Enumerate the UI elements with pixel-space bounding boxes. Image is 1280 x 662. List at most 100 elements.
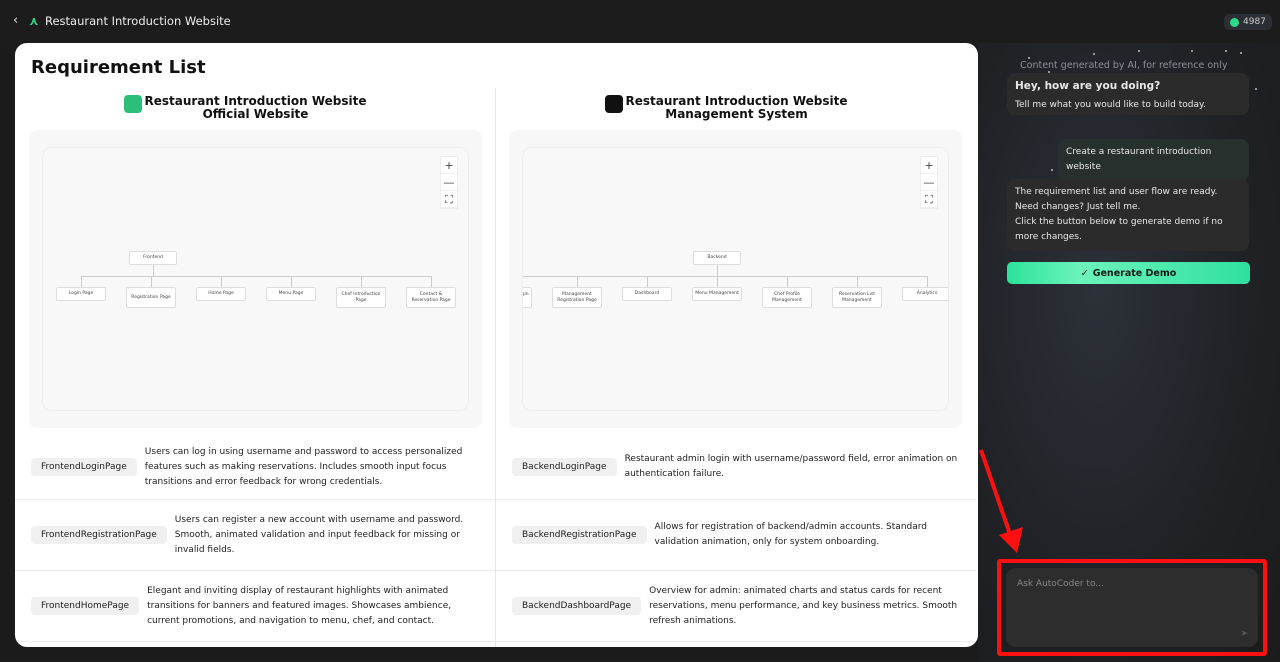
requirement-card: Requirement List Restaurant Introduction… (15, 43, 978, 647)
star-decoration (1093, 53, 1095, 55)
zoom-in-button[interactable]: + (441, 157, 457, 174)
star-decoration (1240, 52, 1242, 54)
star-decoration (1028, 57, 1030, 59)
connector-line (431, 276, 432, 287)
column-title-line2: Management System (665, 107, 808, 121)
requirement-tag: FrontendHomePage (31, 597, 140, 615)
user-message: Create a restaurant introduction website (1058, 139, 1249, 181)
requirement-tag: BackendDashboardPage (512, 597, 642, 615)
app-logo-icon: ⋏ (29, 14, 39, 28)
diagram-child-node[interactable]: Contact & Reservation Page (406, 287, 456, 308)
requirement-row: BackendDashboardPage Overview for admin: … (496, 571, 976, 642)
connector-line (291, 276, 292, 287)
requirement-description: Allows for registration of backend/admin… (654, 522, 928, 547)
requirement-row: BackendRegistrationPage Allows for regist… (496, 500, 976, 571)
backend-diagram-panel: + — ⛶ Backend Management Login Page Manage… (509, 130, 962, 428)
fit-view-button[interactable]: ⛶ (441, 191, 457, 208)
connector-line (361, 276, 362, 287)
diagram-child-node[interactable]: Chef Introduction Page (336, 287, 386, 308)
diagram-child-node[interactable]: Analytics (902, 287, 948, 301)
requirement-description: Users can register a new account with us… (174, 514, 464, 555)
connector-line (577, 276, 578, 287)
connector-line (717, 265, 718, 276)
diagram-child-node[interactable]: Dashboard (622, 287, 672, 301)
requirement-tag: BackendRegistrationPage (512, 526, 647, 544)
diagram-child-node[interactable]: Chef Profile Management (762, 287, 812, 308)
zoom-out-button[interactable]: — (441, 174, 457, 191)
requirement-row: BackendLoginPage Restaurant admin login w… (496, 435, 976, 500)
column-title-line1: Restaurant Introduction Website (625, 94, 848, 108)
generate-demo-label: Generate Demo (1092, 267, 1177, 279)
top-bar: ‹ ⋏ Restaurant Introduction Website 4987 (0, 0, 1280, 43)
credits-badge[interactable]: 4987 (1224, 14, 1272, 30)
project-title: Restaurant Introduction Website (45, 14, 231, 28)
requirement-tag: FrontendRegistrationPage (31, 526, 167, 544)
frontend-column-title: Restaurant Introduction Website Official… (15, 95, 496, 121)
requirement-description: Users can log in using username and pass… (144, 446, 463, 487)
requirement-description: Overview for admin: animated charts and … (649, 585, 958, 626)
check-circle-icon: ✓ (1080, 267, 1089, 279)
star-decoration (1191, 50, 1193, 52)
connector-line (153, 265, 154, 276)
assistant-message: The requirement list and user flow are r… (1007, 179, 1249, 251)
requirement-row: FrontendHomePage Elegant and inviting dis… (15, 571, 495, 642)
send-icon[interactable]: ➤ (1240, 629, 1248, 639)
connector-line (647, 276, 648, 287)
credits-count: 4987 (1243, 17, 1266, 27)
generate-demo-button[interactable]: ✓ Generate Demo (1007, 262, 1250, 284)
diagram-child-node[interactable]: Registration Page (126, 287, 176, 308)
connector-line (221, 276, 222, 287)
star-decoration (1138, 50, 1140, 52)
backend-diagram-canvas[interactable]: + — ⛶ Backend Management Login Page Manage… (522, 147, 949, 411)
requirement-description: Restaurant admin login with username/pas… (624, 454, 958, 479)
annotation-arrow-icon (979, 449, 1023, 553)
zoom-in-button[interactable]: + (921, 157, 937, 174)
frontend-diagram-canvas[interactable]: + — ⛶ Frontend Login Page Registration Pag… (42, 147, 469, 411)
star-decoration (1051, 169, 1053, 171)
annotation-highlight-box (997, 559, 1267, 656)
connector-line (717, 276, 718, 287)
diagram-child-node[interactable]: Management Login Page (523, 287, 532, 308)
connector-line (81, 276, 82, 287)
chat-input[interactable]: Ask AutoCoder to... ➤ (1006, 568, 1258, 647)
message-text: The requirement list and user flow are r… (1015, 187, 1218, 212)
fit-view-button[interactable]: ⛶ (921, 191, 937, 208)
code-monitor-icon (605, 95, 623, 113)
back-chevron-icon[interactable]: ‹ (13, 13, 19, 28)
diagram-child-node[interactable]: Menu Page (266, 287, 316, 301)
message-title: Hey, how are you doing? (1015, 80, 1161, 92)
assistant-message: Hey, how are you doing? Tell me what you… (1007, 73, 1249, 115)
star-decoration (1225, 50, 1227, 52)
requirement-tag: FrontendLoginPage (31, 458, 137, 476)
star-decoration (1255, 88, 1257, 90)
diagram-child-node[interactable]: Menu Management (692, 287, 742, 301)
diagram-child-node[interactable]: Home Page (196, 287, 246, 301)
requirement-description: Elegant and inviting display of restaura… (147, 585, 452, 626)
chat-input-placeholder: Ask AutoCoder to... (1017, 579, 1104, 589)
message-text: Click the button below to generate demo … (1015, 217, 1223, 242)
diagram-child-node[interactable]: Login Page (56, 287, 106, 301)
column-title-line2: Official Website (202, 107, 309, 121)
star-decoration (1048, 71, 1050, 73)
message-text: Tell me what you would like to build tod… (1015, 100, 1206, 110)
column-divider (495, 88, 496, 647)
connector-line (81, 276, 431, 277)
connector-line (857, 276, 858, 287)
diagram-child-node[interactable]: Management Registration Page (552, 287, 602, 308)
connector-line (927, 276, 928, 287)
backend-column-title: Restaurant Introduction Website Manageme… (496, 95, 977, 121)
requirement-tag: BackendLoginPage (512, 458, 617, 476)
connector-line (523, 276, 927, 277)
zoom-out-button[interactable]: — (921, 174, 937, 191)
diagram-root-node[interactable]: Backend (693, 251, 741, 265)
requirement-row: FrontendRegistrationPage Users can regist… (15, 500, 495, 571)
chat-panel: Content generated by AI, for reference o… (978, 43, 1280, 662)
column-title-line1: Restaurant Introduction Website (144, 94, 367, 108)
diagram-root-node[interactable]: Frontend (129, 251, 177, 265)
credits-icon (1230, 17, 1239, 27)
frontend-diagram-panel: + — ⛶ Frontend Login Page Registration Pag… (29, 130, 482, 428)
diagram-child-node[interactable]: Reservation List Management (832, 287, 882, 308)
monitor-icon (124, 95, 142, 113)
requirement-row: FrontendLoginPage Users can log in using … (15, 435, 495, 500)
connector-line (151, 276, 152, 287)
